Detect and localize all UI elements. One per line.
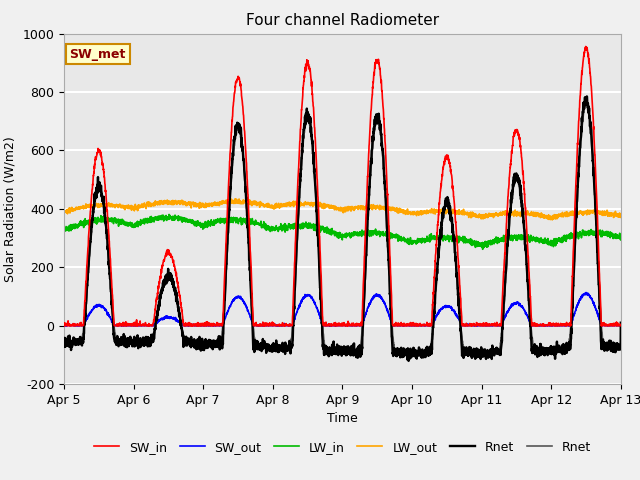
SW_out — [60, 322, 68, 327]
Text: SW_met: SW_met — [70, 48, 126, 60]
SW_out — [606, 323, 614, 328]
LW_in — [617, 234, 625, 240]
LW_in — [479, 246, 486, 252]
LW_out — [298, 202, 306, 207]
SW_in — [60, 323, 68, 328]
Rnet — [60, 340, 68, 346]
Rnet — [583, 94, 591, 99]
SW_in — [606, 323, 614, 328]
Rnet — [124, 338, 131, 344]
LW_out — [606, 210, 614, 216]
SW_in — [617, 323, 625, 328]
X-axis label: Time: Time — [327, 412, 358, 425]
Legend: SW_in, SW_out, LW_in, LW_out, Rnet, Rnet: SW_in, SW_out, LW_in, LW_out, Rnet, Rnet — [89, 436, 596, 459]
SW_out — [274, 323, 282, 328]
Line: LW_out: LW_out — [64, 199, 621, 220]
LW_out — [617, 212, 625, 217]
Rnet — [546, 348, 554, 353]
Rnet — [407, 353, 415, 359]
Rnet — [157, 295, 164, 300]
LW_out — [231, 196, 239, 202]
SW_out — [617, 323, 625, 328]
Rnet — [606, 346, 614, 351]
Rnet — [298, 156, 305, 161]
LW_out — [548, 217, 556, 223]
Line: Rnet: Rnet — [64, 96, 621, 361]
Rnet — [274, 346, 282, 352]
LW_in — [157, 215, 164, 220]
SW_in — [274, 323, 282, 328]
Rnet — [60, 344, 68, 349]
SW_in — [298, 107, 305, 113]
Rnet — [298, 157, 305, 163]
SW_out — [546, 323, 554, 328]
SW_out — [157, 317, 164, 323]
Rnet — [582, 100, 589, 106]
SW_in — [124, 323, 131, 328]
LW_out — [157, 200, 164, 205]
Title: Four channel Radiometer: Four channel Radiometer — [246, 13, 439, 28]
LW_out — [546, 215, 554, 221]
Rnet — [617, 320, 625, 325]
Rnet — [546, 350, 554, 356]
Y-axis label: Solar Radiation (W/m2): Solar Radiation (W/m2) — [4, 136, 17, 282]
LW_in — [274, 226, 282, 231]
LW_in — [547, 240, 554, 246]
Line: SW_in: SW_in — [64, 47, 621, 325]
LW_out — [60, 210, 68, 216]
SW_in — [157, 274, 164, 280]
Rnet — [606, 344, 614, 349]
SW_in — [546, 321, 554, 326]
SW_out — [582, 290, 590, 296]
Rnet — [124, 340, 131, 346]
Line: LW_in: LW_in — [64, 215, 621, 249]
Rnet — [157, 295, 164, 300]
Line: SW_out: SW_out — [64, 293, 621, 325]
LW_in — [165, 212, 173, 217]
Line: Rnet: Rnet — [64, 103, 621, 356]
SW_out — [124, 323, 132, 328]
SW_out — [298, 298, 306, 304]
Rnet — [274, 347, 282, 353]
LW_in — [606, 235, 614, 240]
LW_in — [60, 227, 68, 233]
Rnet — [617, 343, 625, 348]
LW_in — [124, 221, 131, 227]
SW_out — [61, 323, 68, 328]
SW_in — [582, 44, 589, 49]
LW_out — [124, 204, 131, 210]
LW_out — [274, 203, 282, 208]
Rnet — [404, 358, 412, 364]
LW_in — [298, 222, 306, 228]
